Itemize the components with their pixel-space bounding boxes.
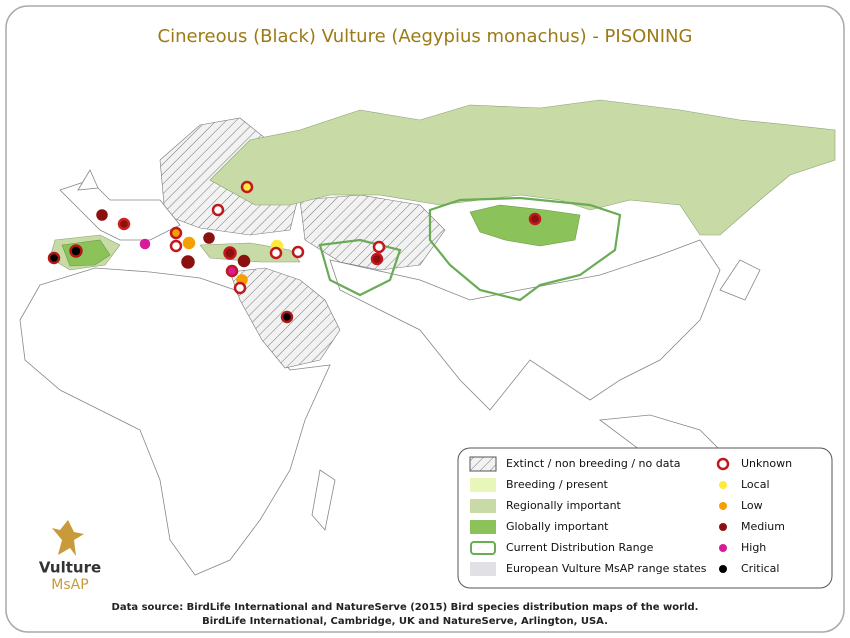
legend-swatch bbox=[470, 562, 496, 576]
legend-swatch bbox=[470, 478, 496, 492]
legend-label: Regionally important bbox=[506, 499, 622, 512]
legend-label: European Vulture MsAP range states bbox=[506, 562, 707, 575]
legend-label: Current Distribution Range bbox=[506, 541, 654, 554]
legend-marker bbox=[719, 565, 727, 573]
legend-label: Local bbox=[741, 478, 770, 491]
legend-label: Critical bbox=[741, 562, 779, 575]
legend: Extinct / non breeding / no data Breedin… bbox=[457, 447, 833, 589]
markers bbox=[47, 180, 542, 324]
map bbox=[19, 99, 836, 576]
legend-label: Unknown bbox=[741, 457, 792, 470]
legend-label: Breeding / present bbox=[506, 478, 609, 491]
legend-marker bbox=[719, 544, 727, 552]
legend-label: Globally important bbox=[506, 520, 609, 533]
legend-marker bbox=[719, 481, 727, 489]
logo-sub: MsAP bbox=[51, 577, 88, 593]
logo-name: Vulture bbox=[39, 559, 101, 577]
legend-label: Extinct / non breeding / no data bbox=[506, 457, 681, 470]
legend-swatch bbox=[470, 499, 496, 513]
legend-label: Low bbox=[741, 499, 763, 512]
logo: Vulture MsAP bbox=[39, 520, 101, 593]
title: Cinereous (Black) Vulture (Aegypius mona… bbox=[158, 26, 693, 47]
legend-label: High bbox=[741, 541, 766, 554]
legend-swatch bbox=[470, 541, 496, 555]
legend-marker bbox=[716, 457, 730, 471]
legend-label: Medium bbox=[741, 520, 785, 533]
legend-swatch bbox=[469, 456, 497, 472]
source-line: BirdLife International, Cambridge, UK an… bbox=[202, 616, 608, 627]
source-line: Data source: BirdLife International and … bbox=[112, 602, 699, 613]
legend-marker bbox=[719, 523, 727, 531]
legend-marker bbox=[719, 502, 727, 510]
legend-swatch bbox=[470, 520, 496, 534]
